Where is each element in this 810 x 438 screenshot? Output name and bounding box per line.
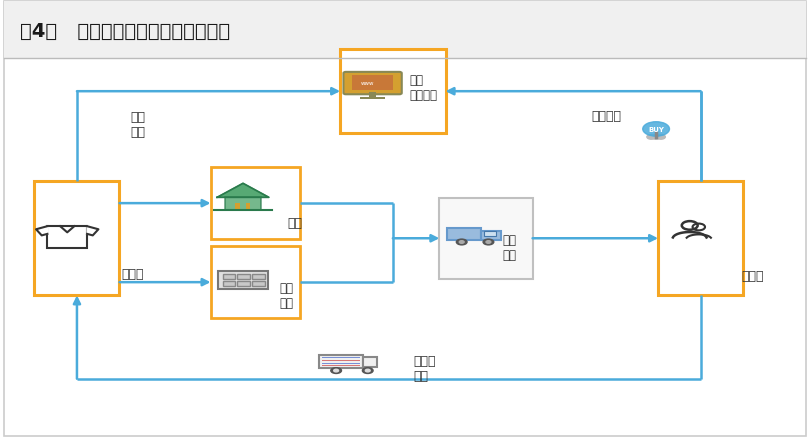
Circle shape: [647, 135, 655, 140]
Circle shape: [456, 240, 467, 245]
Text: 加工
中心: 加工 中心: [279, 282, 293, 310]
Bar: [481, 231, 501, 240]
Circle shape: [365, 369, 370, 372]
Bar: [252, 274, 265, 280]
Circle shape: [652, 135, 660, 140]
Circle shape: [330, 368, 342, 374]
Bar: [252, 281, 265, 286]
Circle shape: [362, 368, 373, 374]
Polygon shape: [36, 227, 47, 236]
Bar: [237, 281, 249, 286]
Circle shape: [334, 369, 339, 372]
Bar: [369, 93, 376, 98]
Bar: [211, 246, 300, 319]
Bar: [218, 272, 268, 289]
Bar: [225, 198, 261, 211]
Text: 生鲜
电商网站: 生鲜 电商网站: [409, 74, 437, 102]
Bar: [360, 98, 385, 99]
Bar: [211, 167, 300, 240]
Text: 一键下单: 一键下单: [591, 110, 621, 123]
Text: BUY: BUY: [648, 127, 664, 133]
Bar: [223, 281, 235, 286]
Text: 仓库: 仓库: [288, 217, 303, 230]
Bar: [235, 204, 240, 211]
FancyBboxPatch shape: [343, 73, 402, 95]
Circle shape: [483, 240, 494, 245]
Text: 图4：   第三方物流配送模式运作机制: 图4： 第三方物流配送模式运作机制: [20, 22, 230, 41]
Polygon shape: [87, 227, 99, 236]
Text: 供应商: 供应商: [122, 267, 144, 280]
Text: 消费者: 消费者: [741, 269, 764, 283]
Bar: [34, 182, 120, 296]
Bar: [447, 229, 481, 240]
Bar: [484, 232, 496, 237]
Circle shape: [459, 241, 464, 244]
Bar: [658, 182, 743, 296]
Bar: [223, 274, 235, 280]
Bar: [439, 198, 533, 279]
Text: 第三方
物流: 第三方 物流: [413, 354, 436, 382]
Bar: [4, 2, 806, 59]
Bar: [319, 355, 363, 368]
Bar: [322, 357, 360, 358]
Bar: [47, 227, 87, 248]
Circle shape: [486, 241, 491, 244]
Circle shape: [643, 123, 670, 137]
Bar: [245, 204, 250, 211]
Text: 配送
中心: 配送 中心: [502, 233, 516, 261]
Bar: [322, 363, 360, 364]
Bar: [237, 274, 249, 280]
Bar: [322, 360, 360, 361]
Circle shape: [657, 135, 665, 140]
Bar: [352, 76, 393, 90]
Bar: [322, 365, 360, 366]
Polygon shape: [217, 184, 269, 198]
Text: www: www: [361, 81, 374, 86]
Bar: [340, 50, 446, 134]
Bar: [363, 357, 377, 367]
Text: 信息
传递: 信息 传递: [130, 111, 145, 139]
